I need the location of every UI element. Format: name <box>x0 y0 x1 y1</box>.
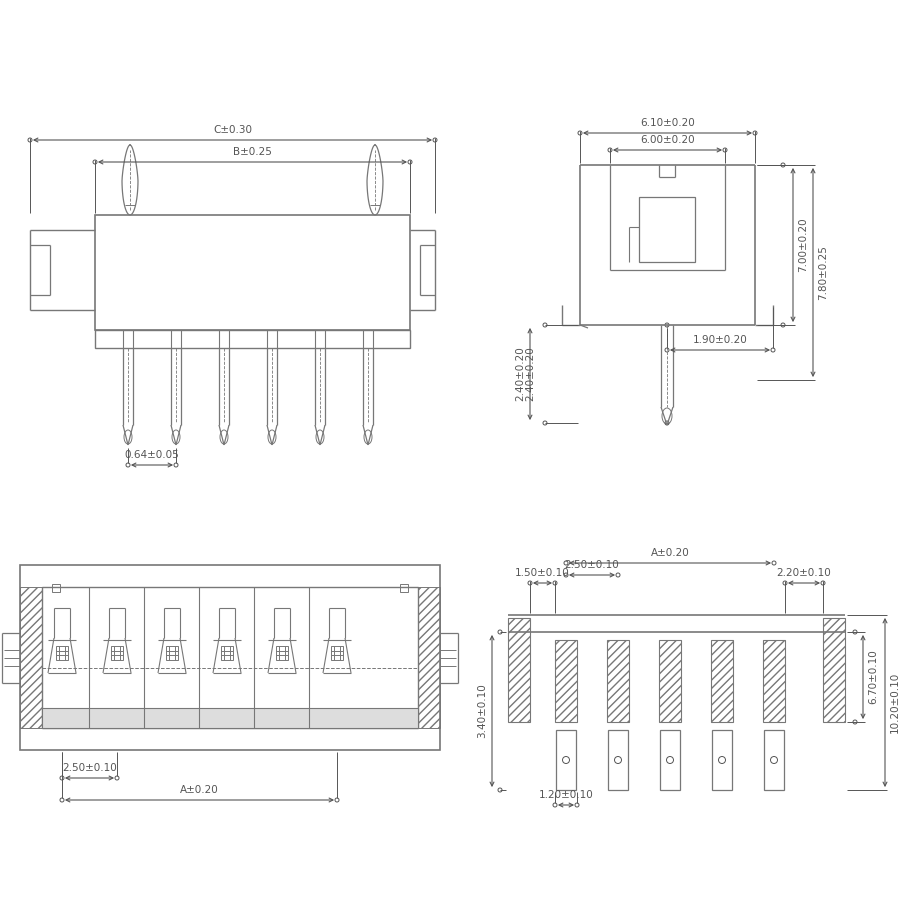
Text: C±0.30: C±0.30 <box>213 125 252 135</box>
Bar <box>763 640 785 722</box>
Text: 0.64±0.05: 0.64±0.05 <box>124 450 179 460</box>
Bar <box>508 618 530 722</box>
Bar <box>221 646 233 660</box>
Bar <box>555 640 577 722</box>
Bar <box>20 587 42 728</box>
Text: B±0.25: B±0.25 <box>233 147 272 157</box>
Text: 6.00±0.20: 6.00±0.20 <box>640 135 695 145</box>
Text: A±0.20: A±0.20 <box>180 785 219 795</box>
Bar <box>276 646 288 660</box>
Text: 7.00±0.20: 7.00±0.20 <box>798 218 808 273</box>
Bar <box>660 730 680 790</box>
Bar <box>418 587 440 728</box>
Bar <box>607 640 629 722</box>
Bar <box>95 215 410 330</box>
Bar <box>712 730 732 790</box>
Text: 6.70±0.10: 6.70±0.10 <box>868 650 878 705</box>
Bar <box>52 584 60 592</box>
Bar <box>95 330 410 348</box>
Text: 7.80±0.25: 7.80±0.25 <box>818 245 828 300</box>
Bar <box>659 640 681 722</box>
Text: 2.40±0.20: 2.40±0.20 <box>525 346 535 401</box>
Bar <box>56 646 68 660</box>
Text: 2.20±0.10: 2.20±0.10 <box>777 568 832 578</box>
Bar <box>42 587 418 728</box>
Text: 2.50±0.10: 2.50±0.10 <box>62 763 117 773</box>
Bar <box>20 565 440 750</box>
Bar <box>42 708 418 728</box>
Bar <box>111 646 123 660</box>
Bar <box>400 584 408 592</box>
Text: 2.50±0.10: 2.50±0.10 <box>564 560 619 570</box>
Text: 2.40±0.20: 2.40±0.20 <box>515 346 525 401</box>
Text: 6.10±0.20: 6.10±0.20 <box>640 118 695 128</box>
Bar <box>823 618 845 722</box>
Bar <box>608 730 628 790</box>
Bar <box>764 730 784 790</box>
Bar <box>556 730 576 790</box>
Text: A±0.20: A±0.20 <box>651 548 689 558</box>
Bar <box>639 197 695 262</box>
Text: 1.90±0.20: 1.90±0.20 <box>693 335 747 345</box>
Text: 10.20±0.10: 10.20±0.10 <box>890 672 900 733</box>
Bar <box>166 646 178 660</box>
Text: 1.20±0.10: 1.20±0.10 <box>538 790 593 800</box>
Text: 3.40±0.10: 3.40±0.10 <box>477 684 487 738</box>
Bar <box>711 640 733 722</box>
Text: 1.50±0.10: 1.50±0.10 <box>515 568 570 578</box>
Bar <box>331 646 343 660</box>
